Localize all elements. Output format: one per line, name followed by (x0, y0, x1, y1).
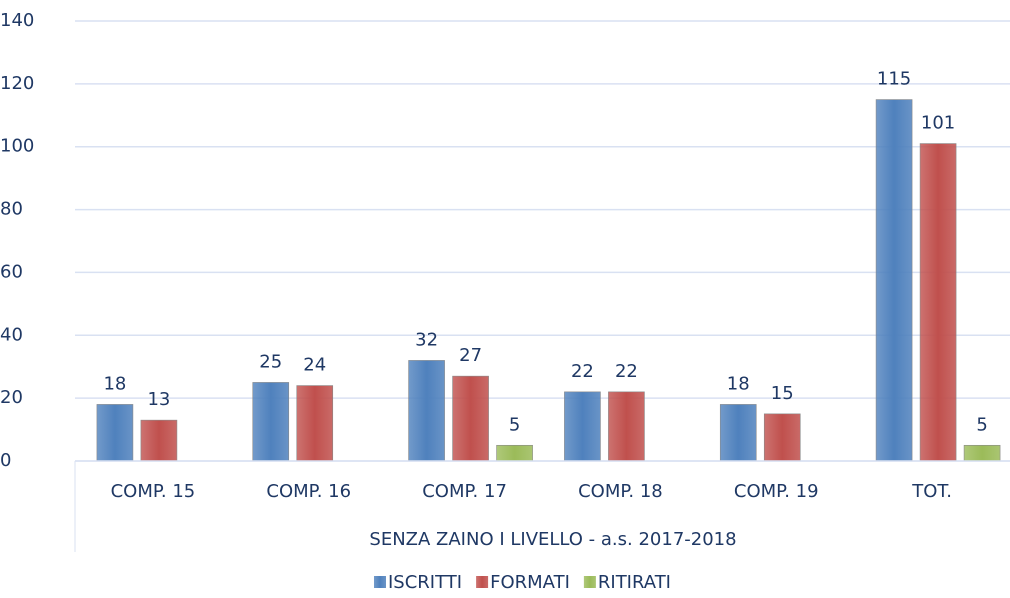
bar (452, 375, 489, 462)
legend-swatch (373, 576, 386, 588)
data-label: 101 (921, 113, 955, 134)
bar (296, 385, 334, 462)
legend-label: RITIRATI (598, 572, 671, 593)
bar (140, 419, 178, 462)
x-tick-label: COMP. 18 (578, 481, 663, 502)
x-tick-label: COMP. 19 (734, 481, 819, 502)
data-label: 27 (459, 345, 482, 366)
bar (875, 99, 913, 462)
x-tick-label: COMP. 17 (422, 481, 507, 502)
legend-label: ISCRITTI (388, 572, 462, 593)
y-tick-label: 100 (0, 136, 34, 157)
bar (919, 143, 957, 462)
y-tick-label: 80 (0, 199, 23, 220)
y-tick-label: 140 (0, 10, 34, 31)
x-tick-label: COMP. 16 (266, 481, 351, 502)
legend-swatch (583, 576, 596, 588)
y-tick-label: 60 (0, 261, 23, 282)
data-label: 5 (509, 414, 520, 435)
data-label: 115 (877, 69, 911, 90)
data-label: 25 (259, 351, 282, 372)
data-label: 22 (615, 361, 638, 382)
bar (96, 404, 134, 462)
data-label: 22 (571, 361, 594, 382)
legend-swatch (476, 576, 489, 588)
y-tick-label: 40 (0, 324, 23, 345)
data-label: 5 (976, 414, 987, 435)
data-label: 32 (415, 329, 438, 350)
y-tick-label: 120 (0, 73, 34, 94)
bar (408, 360, 445, 462)
legend-label: FORMATI (490, 572, 570, 593)
bar (608, 391, 645, 462)
bar (719, 404, 757, 462)
data-label: 15 (771, 383, 794, 404)
y-tick-label: 20 (0, 387, 23, 408)
x-tick-label: COMP. 15 (111, 481, 196, 502)
bar (496, 444, 533, 462)
bar (252, 382, 290, 462)
data-label: 18 (103, 373, 126, 394)
category-group-label: SENZA ZAINO I LIVELLO - a.s. 2017-2018 (369, 529, 736, 550)
bar (963, 444, 1001, 462)
bar (763, 413, 801, 462)
y-tick-label: 0 (0, 450, 11, 471)
bar (564, 391, 601, 462)
data-label: 13 (147, 389, 170, 410)
data-label: 18 (727, 373, 750, 394)
data-label: 24 (303, 355, 326, 376)
x-tick-label: TOT. (911, 481, 952, 502)
